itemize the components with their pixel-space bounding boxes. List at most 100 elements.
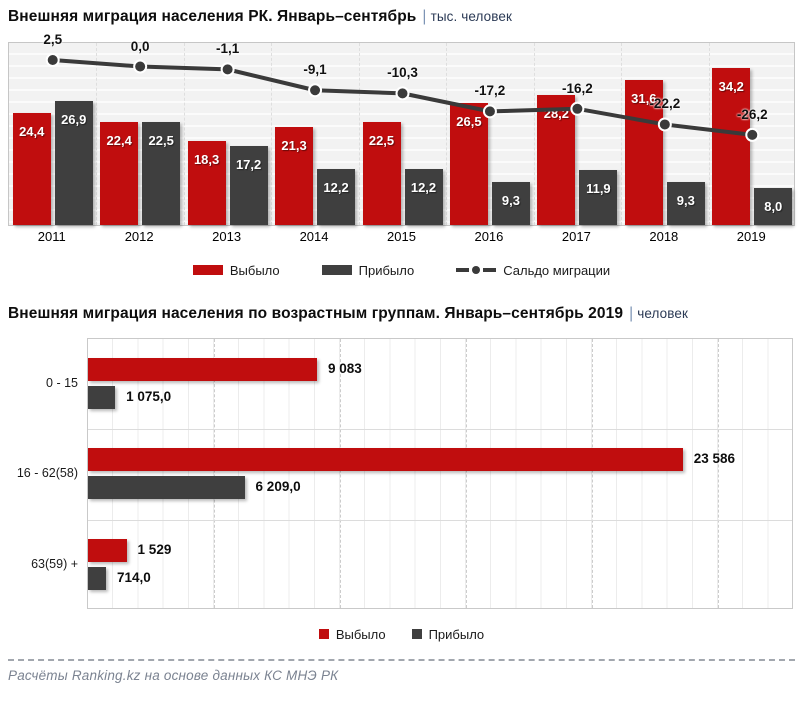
hbar-outflow-row0: [88, 358, 318, 381]
bar-outflow-2019: 34,2: [712, 67, 751, 225]
bar-value-inflow-2014: 12,2: [323, 179, 349, 195]
outflow-swatch: [192, 265, 223, 275]
group-separator: [183, 43, 185, 225]
bar-inflow-2011: 26,9: [54, 101, 93, 225]
bar-outflow-2018: 31,6: [624, 79, 663, 225]
year-label-2015: 2015: [387, 229, 416, 244]
balance-value-2014: -9,1: [303, 62, 327, 78]
bar-inflow-2014: 12,2: [317, 168, 356, 225]
bar-value-inflow-2012: 22,5: [148, 132, 174, 148]
legend2-label-outflow: Выбыло: [335, 626, 386, 642]
chart2-unit-label: человек: [637, 306, 688, 321]
chart1-title-text: Внешняя миграция населения РК. Январь–се…: [8, 8, 417, 25]
inflow-swatch: [321, 265, 352, 275]
bar-value-outflow-2013: 18,3: [193, 151, 220, 167]
legend-label-inflow: Прибыло: [358, 262, 415, 278]
chart1-title: Внешняя миграция населения РК. Январь–се…: [8, 6, 795, 26]
bar-outflow-2017: 28,2: [537, 95, 576, 225]
bar-inflow-2016: 9,3: [491, 182, 530, 225]
balance-marker-2015: [395, 86, 410, 101]
balance-marker-2019: [745, 127, 760, 142]
group-separator: [271, 43, 273, 225]
balance-line-icon: [456, 266, 497, 274]
group-separator: [446, 43, 448, 225]
footer-note: Расчёты Ranking.kz на основе данных КС М…: [8, 659, 795, 683]
bar-outflow-2011: 24,4: [12, 112, 51, 225]
major-gridline: [466, 339, 468, 608]
chart2-plot-area: 9 083 1 075,0 23 586 6 209,0 1 529 714,0: [87, 338, 793, 609]
bar-outflow-2016: 26,5: [449, 103, 488, 225]
hbar-inflow-row1: [88, 476, 245, 500]
balance-value-2018: -22,2: [649, 96, 681, 112]
bar-value-outflow-2011: 24,4: [19, 123, 45, 139]
chart2-title-separator: |: [629, 305, 634, 322]
chart2-legend: Выбыло Прибыло: [8, 623, 795, 645]
year-label-2018: 2018: [649, 229, 679, 244]
balance-value-2015: -10,3: [387, 65, 418, 81]
bar-value-inflow-2017: 11,9: [586, 181, 611, 197]
row-separator: [88, 429, 792, 431]
bar-value-outflow-2015: 22,5: [368, 132, 395, 148]
bar-outflow-2014: 21,3: [275, 127, 314, 225]
hbar-value-outflow-row1: 23 586: [693, 451, 735, 467]
row-separator: [88, 519, 792, 521]
year-label-2017: 2017: [561, 229, 591, 244]
age-group-label: 16 - 62(58): [16, 466, 78, 481]
bar-inflow-2017: 11,9: [579, 170, 618, 225]
bar-value-inflow-2018: 9,3: [676, 193, 695, 209]
group-separator: [708, 43, 710, 225]
chart1-title-separator: |: [422, 8, 427, 25]
bar-value-outflow-2012: 22,4: [106, 132, 132, 148]
bar-value-inflow-2011: 26,9: [61, 112, 87, 128]
balance-marker-2011: [45, 52, 60, 67]
bar-value-outflow-2016: 26,5: [456, 114, 482, 130]
bar-value-outflow-2014: 21,3: [281, 138, 307, 154]
chart2-title-text: Внешняя миграция населения по возрастным…: [8, 305, 624, 322]
legend-item-balance: Сальдо миграции: [456, 263, 610, 278]
balance-value-2016: -17,2: [474, 83, 506, 99]
bar-outflow-2015: 22,5: [362, 121, 401, 225]
migration-by-age-chart: 9 083 1 075,0 23 586 6 209,0 1 529 714,0 0 - …: [8, 338, 793, 609]
balance-value-2012: 0,0: [130, 38, 150, 54]
bar-value-inflow-2015: 12,2: [410, 179, 437, 195]
chart2-title: Внешняя миграция населения по возрастным…: [8, 303, 795, 323]
hbar-value-inflow-row1: 6 209,0: [255, 479, 301, 495]
group-separator: [96, 43, 98, 225]
chart1-unit-label: тыс. человек: [430, 9, 512, 24]
legend-label-outflow: Выбыло: [229, 262, 280, 278]
year-label-2013: 2013: [212, 229, 242, 244]
legend-item-inflow: Прибыло: [321, 262, 415, 278]
group-separator: [621, 43, 623, 225]
balance-marker-2018: [657, 117, 672, 132]
bar-inflow-2012: 22,5: [142, 121, 181, 225]
balance-marker-2017: [570, 101, 585, 116]
bar-value-inflow-2019: 8,0: [764, 199, 783, 215]
legend2-item-inflow: Прибыло: [411, 626, 485, 642]
bar-inflow-2015: 12,2: [404, 168, 443, 225]
legend2-label-inflow: Прибыло: [428, 626, 485, 642]
balance-line: [45, 52, 760, 142]
year-label-2012: 2012: [124, 229, 154, 244]
hbar-value-outflow-row0: 9 083: [328, 361, 362, 376]
age-group-label: 63(59) +: [31, 556, 78, 571]
footer-text: Расчёты Ranking.kz на основе данных КС М…: [8, 668, 339, 683]
chart1-x-axis: 2011 2012 2013 2014 2015 2016 2017 2018 2019: [8, 229, 795, 249]
inflow-square-swatch: [411, 629, 422, 639]
bar-value-inflow-2013: 17,2: [235, 156, 262, 172]
bar-inflow-2013: 17,2: [229, 145, 268, 225]
age-group-label: 0 - 15: [46, 376, 78, 390]
year-label-2016: 2016: [474, 229, 504, 244]
hbar-value-inflow-row2: 714,0: [117, 569, 151, 585]
bar-value-inflow-2016: 9,3: [501, 193, 520, 209]
year-label-2019: 2019: [736, 229, 766, 244]
legend-item-outflow: Выбыло: [192, 262, 280, 278]
hbar-outflow-row2: [88, 538, 127, 562]
major-gridline: [340, 339, 342, 608]
balance-marker-2014: [308, 83, 323, 98]
balance-marker-2013: [220, 62, 235, 77]
bar-inflow-2018: 9,3: [666, 182, 705, 225]
major-gridline: [214, 339, 216, 608]
hbar-inflow-row0: [88, 386, 116, 409]
hbar-value-outflow-row2: 1 529: [137, 541, 172, 557]
